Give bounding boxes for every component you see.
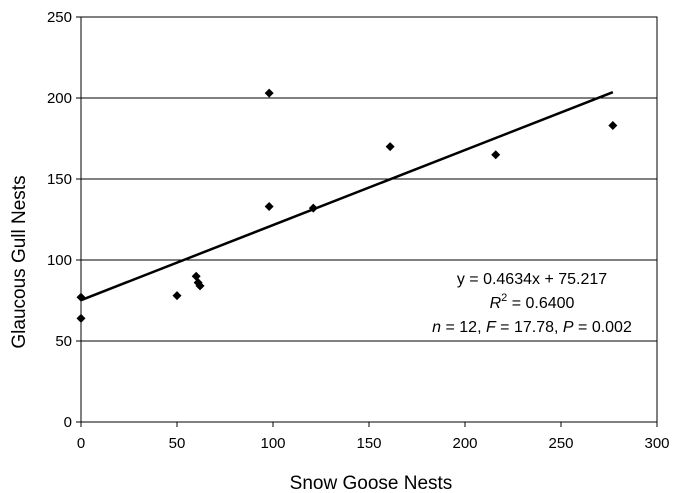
stat-value: = 17.78,: [496, 319, 563, 336]
stat-variable: P: [563, 319, 574, 336]
data-point: [308, 203, 318, 213]
gridlines: [81, 16, 657, 342]
data-point: [264, 202, 274, 212]
y-tick-label: 100: [47, 252, 72, 269]
data-point: [191, 271, 201, 281]
data-point: [491, 150, 501, 160]
x-tick-label: 50: [169, 435, 186, 452]
x-tick-label: 200: [452, 435, 477, 452]
stat-value: = 0.002: [574, 319, 632, 336]
x-tick-label: 300: [644, 435, 669, 452]
regression-equation: y = 0.4634x + 75.217: [457, 271, 607, 288]
y-tick-label: 250: [47, 9, 72, 26]
stat-variable: F: [486, 319, 497, 336]
trendline-group: [80, 91, 614, 302]
plot-frame: [80, 16, 658, 423]
y-tick-label: 0: [64, 414, 72, 431]
data-point: [172, 291, 182, 301]
regression-annotation: y = 0.4634x + 75.217 R2 = 0.6400 n = 12,…: [432, 271, 632, 336]
data-point: [608, 121, 618, 131]
x-tick-labels: 0 50 100 150 200 250 300: [77, 435, 670, 452]
trendline: [80, 91, 614, 302]
y-tick-label: 150: [47, 171, 72, 188]
data-point: [264, 88, 274, 98]
x-tick-label: 150: [356, 435, 381, 452]
data-point: [195, 281, 205, 291]
x-tick-label: 250: [548, 435, 573, 452]
y-tick-label: 50: [55, 333, 72, 350]
axes: [76, 16, 658, 427]
y-axis-title: Glaucous Gull Nests: [9, 175, 30, 348]
y-tick-label: 200: [47, 90, 72, 107]
y-tick-labels: 0 50 100 150 200 250: [47, 9, 72, 431]
x-tick-label: 100: [260, 435, 285, 452]
stat-value: = 12,: [441, 319, 486, 336]
statistics-label: n = 12, F = 17.78, P = 0.002: [432, 319, 632, 336]
stat-variable: n: [432, 319, 441, 336]
x-tick-label: 0: [77, 435, 85, 452]
data-points: [76, 88, 618, 323]
r-squared-label: R2 = 0.6400: [490, 292, 575, 312]
data-point: [76, 292, 86, 302]
data-point: [385, 142, 395, 152]
x-axis-title: Snow Goose Nests: [290, 473, 453, 493]
data-point: [76, 313, 86, 323]
